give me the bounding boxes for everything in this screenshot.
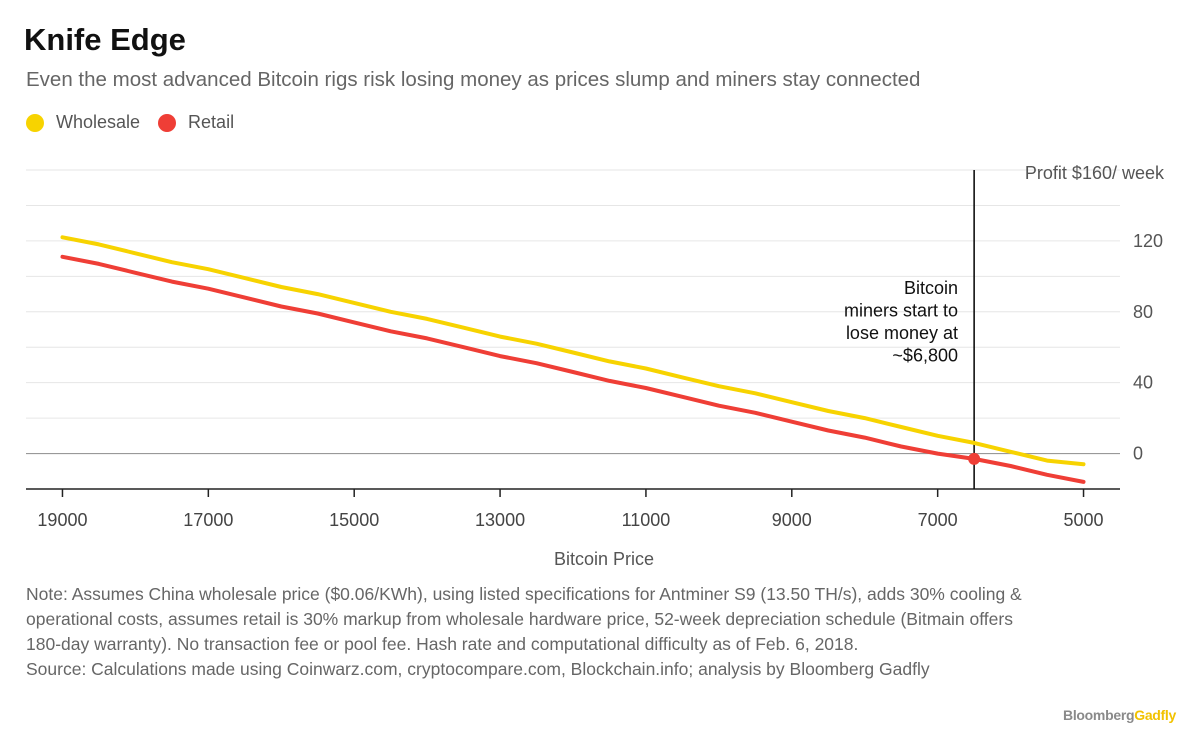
brand-logo: BloombergGadfly xyxy=(1063,707,1176,723)
y-tick-label: 0 xyxy=(1133,444,1143,464)
x-tick-label: 5000 xyxy=(1064,510,1104,530)
annotation-text: Bitcoin xyxy=(904,278,958,298)
x-tick-label: 19000 xyxy=(37,510,87,530)
x-axis-title: Bitcoin Price xyxy=(554,549,654,569)
series-line-wholesale xyxy=(60,235,1086,467)
brand-logo-part2: Gadfly xyxy=(1134,707,1176,723)
annotation-text: ~$6,800 xyxy=(892,346,958,366)
x-tick-label: 17000 xyxy=(183,510,233,530)
series-line-retail xyxy=(60,254,1086,484)
legend-label-retail: Retail xyxy=(188,112,235,132)
annotation-text: lose money at xyxy=(846,323,958,343)
y-tick-label: 40 xyxy=(1133,373,1153,393)
brand-logo-part1: Bloomberg xyxy=(1063,707,1135,723)
footnote: Note: Assumes China wholesale price ($0.… xyxy=(26,582,1036,682)
y-tick-label: 120 xyxy=(1133,231,1163,251)
x-tick-label: 15000 xyxy=(329,510,379,530)
x-tick-label: 7000 xyxy=(918,510,958,530)
chart-title: Knife Edge xyxy=(24,22,186,57)
legend: Wholesale Retail xyxy=(26,112,252,133)
legend-item-retail: Retail xyxy=(158,112,234,133)
legend-swatch-wholesale xyxy=(26,113,44,132)
legend-swatch-retail xyxy=(158,113,177,132)
legend-item-wholesale: Wholesale xyxy=(26,112,140,133)
footnote-note: Note: Assumes China wholesale price ($0.… xyxy=(26,584,1022,654)
legend-label-wholesale: Wholesale xyxy=(56,112,141,132)
chart-subtitle: Even the most advanced Bitcoin rigs risk… xyxy=(26,68,921,91)
y-axis-label: Profit $160/ week xyxy=(1025,163,1165,183)
breakeven-marker xyxy=(968,452,981,465)
x-tick-label: 9000 xyxy=(772,510,812,530)
annotation-text: miners start to xyxy=(844,301,958,321)
x-tick-label: 11000 xyxy=(622,510,671,530)
y-tick-label: 80 xyxy=(1133,302,1153,322)
x-tick-label: 13000 xyxy=(475,510,525,530)
footnote-source: Source: Calculations made using Coinwarz… xyxy=(26,659,930,679)
